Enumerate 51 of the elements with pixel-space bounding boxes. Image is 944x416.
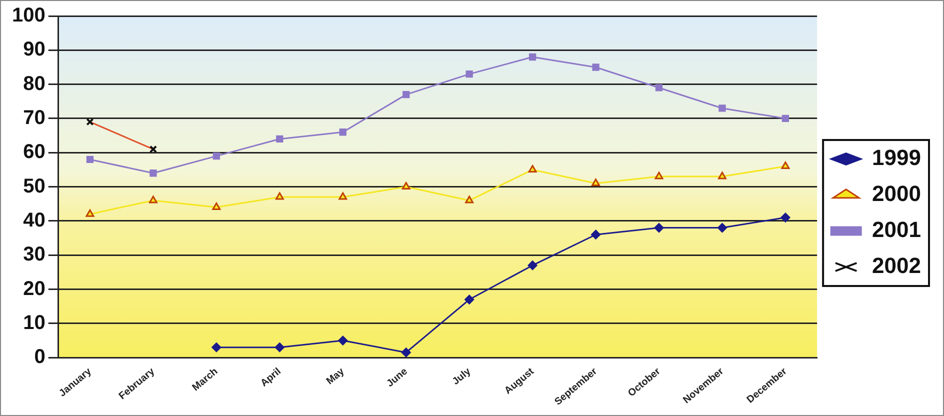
point: [654, 172, 664, 180]
point: [339, 128, 346, 136]
point: [150, 170, 157, 177]
point: [401, 348, 411, 358]
point: [780, 212, 790, 222]
point: [276, 135, 284, 143]
point: [654, 223, 664, 233]
point: [781, 162, 790, 170]
point: [148, 196, 158, 204]
y-tick-label: 90: [23, 38, 46, 61]
y-tick-label: 60: [23, 141, 46, 164]
point: [592, 178, 600, 186]
point: [274, 342, 284, 352]
y-tick-label: 10: [23, 312, 46, 334]
y-tick-label: 30: [23, 244, 46, 266]
point: [338, 336, 348, 346]
y-tick-label: 70: [23, 106, 46, 129]
point: [718, 104, 726, 112]
point: [86, 209, 94, 217]
legend-label: 2001: [872, 217, 922, 242]
point: [402, 182, 410, 190]
x-tick-label: July: [450, 366, 474, 388]
point: [592, 64, 600, 71]
point: [212, 202, 221, 210]
y-tick-label: 80: [23, 72, 46, 95]
legend-label: 1999: [872, 145, 922, 170]
y-tick-label: 50: [23, 175, 46, 198]
y-tick-label: 40: [23, 209, 46, 232]
point: [591, 230, 601, 240]
legend-label: 2000: [872, 181, 922, 206]
x-tick-label: May: [324, 366, 347, 388]
point: [465, 196, 474, 204]
point: [466, 70, 473, 78]
point: [212, 342, 222, 352]
point: [528, 164, 537, 172]
point: [212, 152, 220, 160]
point: [86, 156, 94, 164]
legend-label: 2002: [872, 253, 922, 278]
point: [464, 294, 474, 304]
y-tick-label: 0: [34, 346, 46, 368]
point: [782, 114, 790, 122]
y-tick-label: 20: [23, 278, 46, 300]
point: [338, 192, 348, 200]
point: [402, 90, 410, 98]
point: [528, 260, 538, 270]
point: [655, 84, 663, 92]
point: [528, 53, 536, 61]
y-tick-label: 100: [12, 4, 46, 27]
point: [718, 172, 726, 180]
point: [717, 223, 727, 233]
point: [275, 192, 284, 200]
